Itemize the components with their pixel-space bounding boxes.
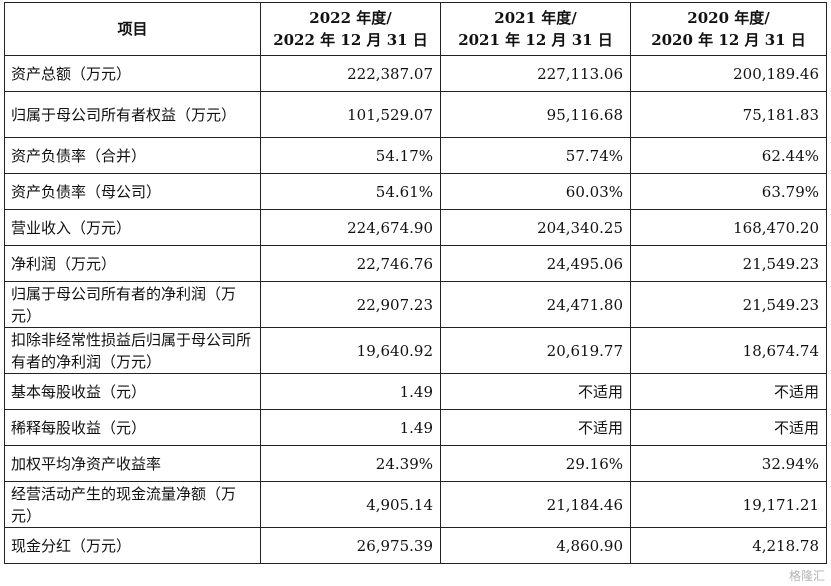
row-label: 资产负债率（合并） (4, 137, 261, 174)
value-2020: 4,218.78 (630, 527, 827, 564)
row-label: 资产负债率（母公司） (4, 173, 261, 210)
watermark-logo: 格隆汇 (788, 569, 825, 583)
row-label: 稀释每股收益（元） (4, 409, 261, 446)
value-2020: 32.94% (630, 445, 827, 482)
table-row: 营业收入（万元） 224,674.90 204,340.25 168,470.20 (4, 209, 827, 246)
header-item: 项目 (4, 2, 261, 56)
value-2022: 224,674.90 (260, 209, 441, 246)
table-row: 现金分红（万元） 26,975.39 4,860.90 4,218.78 (4, 527, 827, 564)
table-row: 加权平均净资产收益率 24.39% 29.16% 32.94% (4, 445, 827, 482)
table-row: 稀释每股收益（元） 1.49 不适用 不适用 (4, 409, 827, 446)
value-2020: 75,181.83 (630, 91, 827, 138)
value-2020: 63.79% (630, 173, 827, 210)
value-2021: 21,184.46 (440, 481, 631, 528)
value-2020: 168,470.20 (630, 209, 827, 246)
value-2020: 18,674.74 (630, 327, 827, 374)
value-2022: 24.39% (260, 445, 441, 482)
value-2022: 26,975.39 (260, 527, 441, 564)
value-2020: 21,549.23 (630, 281, 827, 328)
header-2021: 2021 年度/2021 年 12 月 31 日 (440, 2, 631, 56)
value-2021: 不适用 (440, 409, 631, 446)
table-row: 经营活动产生的现金流量净额（万元） 4,905.14 21,184.46 19,171… (4, 481, 827, 528)
row-label: 现金分红（万元） (4, 527, 261, 564)
value-2020: 19,171.21 (630, 481, 827, 528)
value-2021: 57.74% (440, 137, 631, 174)
value-2020: 62.44% (630, 137, 827, 174)
table-row: 净利润（万元） 22,746.76 24,495.06 21,549.23 (4, 245, 827, 282)
value-2021: 24,495.06 (440, 245, 631, 282)
value-2022: 1.49 (260, 409, 441, 446)
value-2022: 19,640.92 (260, 327, 441, 374)
value-2020: 不适用 (630, 409, 827, 446)
value-2021: 95,116.68 (440, 91, 631, 138)
value-2020: 200,189.46 (630, 55, 827, 92)
value-2022: 101,529.07 (260, 91, 441, 138)
value-2022: 54.17% (260, 137, 441, 174)
value-2021: 204,340.25 (440, 209, 631, 246)
value-2022: 222,387.07 (260, 55, 441, 92)
header-2020: 2020 年度/2020 年 12 月 31 日 (630, 2, 827, 56)
value-2021: 227,113.06 (440, 55, 631, 92)
table-row: 资产负债率（母公司） 54.61% 60.03% 63.79% (4, 173, 827, 210)
value-2022: 22,746.76 (260, 245, 441, 282)
table-row: 资产总额（万元） 222,387.07 227,113.06 200,189.46 (4, 55, 827, 92)
value-2022: 1.49 (260, 373, 441, 410)
row-label: 净利润（万元） (4, 245, 261, 282)
row-label: 经营活动产生的现金流量净额（万元） (4, 481, 261, 528)
header-2022: 2022 年度/2022 年 12 月 31 日 (260, 2, 441, 56)
value-2021: 不适用 (440, 373, 631, 410)
value-2022: 54.61% (260, 173, 441, 210)
row-label: 基本每股收益（元） (4, 373, 261, 410)
row-label: 归属于母公司所有者权益（万元） (4, 91, 261, 138)
table-row: 归属于母公司所有者权益（万元） 101,529.07 95,116.68 75,181… (4, 91, 827, 138)
value-2021: 4,860.90 (440, 527, 631, 564)
value-2020: 不适用 (630, 373, 827, 410)
row-label: 扣除非经常性损益后归属于母公司所有者的净利润（万元） (4, 327, 261, 374)
row-label: 资产总额（万元） (4, 55, 261, 92)
value-2021: 29.16% (440, 445, 631, 482)
row-label: 加权平均净资产收益率 (4, 445, 261, 482)
row-label: 归属于母公司所有者的净利润（万元） (4, 281, 261, 328)
table-row: 基本每股收益（元） 1.49 不适用 不适用 (4, 373, 827, 410)
value-2021: 24,471.80 (440, 281, 631, 328)
value-2021: 60.03% (440, 173, 631, 210)
value-2022: 22,907.23 (260, 281, 441, 328)
value-2022: 4,905.14 (260, 481, 441, 528)
value-2020: 21,549.23 (630, 245, 827, 282)
table-row: 资产负债率（合并） 54.17% 57.74% 62.44% (4, 137, 827, 174)
financial-data-table: 项目 2022 年度/2022 年 12 月 31 日 2021 年度/2021… (4, 2, 827, 564)
table-row: 扣除非经常性损益后归属于母公司所有者的净利润（万元） 19,640.92 20,61… (4, 327, 827, 374)
header-row: 项目 2022 年度/2022 年 12 月 31 日 2021 年度/2021… (4, 2, 827, 56)
table-row: 归属于母公司所有者的净利润（万元） 22,907.23 24,471.80 21,54… (4, 281, 827, 328)
row-label: 营业收入（万元） (4, 209, 261, 246)
value-2021: 20,619.77 (440, 327, 631, 374)
